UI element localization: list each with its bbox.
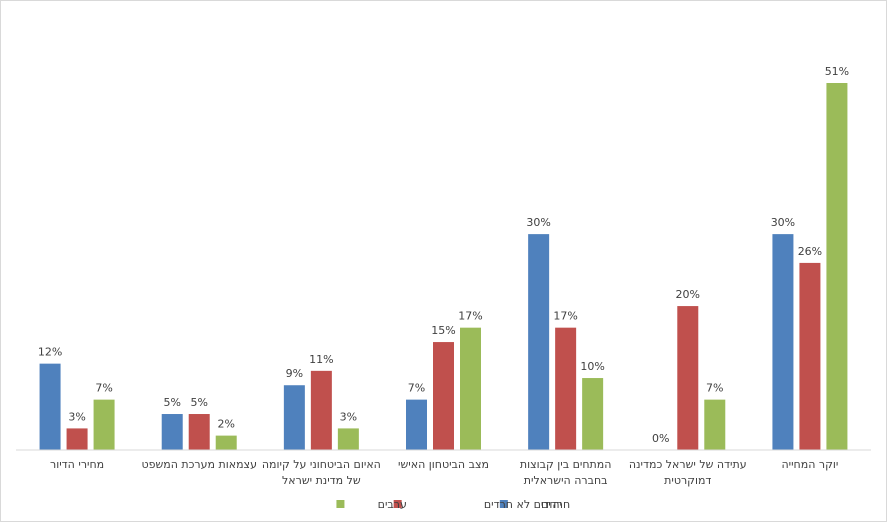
bar (704, 399, 726, 450)
bar (406, 399, 427, 450)
bar (39, 363, 61, 450)
legend-label: חרדים (541, 498, 570, 511)
data-label: 10% (580, 360, 604, 373)
bar (215, 435, 237, 450)
bar (772, 234, 794, 450)
bar (460, 327, 481, 450)
data-label: 30% (526, 216, 550, 229)
bar (677, 306, 699, 450)
legend-swatch (499, 500, 508, 508)
data-label: 17% (458, 310, 482, 323)
data-label: 20% (676, 288, 700, 301)
data-label: 26% (798, 245, 822, 258)
category-label: מצב הביטחון האישי (398, 458, 489, 471)
bar (310, 370, 332, 450)
category-label: בחברה הישראלית (524, 474, 608, 487)
bar (283, 385, 305, 450)
value-labels-group: 30%26%51%0%20%7%30%17%10%7%15%17%9%11%3%… (38, 65, 849, 445)
category-label: דמוקרטית (664, 474, 711, 487)
bar (337, 428, 359, 450)
data-label: 0% (652, 432, 669, 445)
bar (826, 83, 848, 450)
legend-swatch (393, 500, 402, 508)
bar (555, 327, 577, 450)
data-label: 3% (68, 410, 85, 423)
category-label: מחירי הדיור (50, 458, 104, 471)
bar (188, 414, 210, 450)
category-label: יוקר המחייה (781, 458, 838, 471)
category-label: האיום הביטחוני על קיומה (262, 458, 381, 471)
data-label: 7% (706, 382, 723, 395)
data-label: 5% (163, 396, 180, 409)
data-label: 9% (286, 367, 303, 380)
data-label: 17% (553, 310, 577, 323)
data-label: 3% (340, 410, 357, 423)
bar (161, 414, 183, 450)
category-labels-group: יוקר המחייה עתידה של ישראל כמדינה דמוקרטית… (50, 458, 838, 487)
bar (93, 399, 115, 450)
data-label: 30% (771, 216, 795, 229)
bars-group (39, 83, 848, 450)
data-label: 7% (408, 382, 425, 395)
data-label: 5% (190, 396, 207, 409)
category-label: המתחים בין קבוצות (520, 458, 612, 471)
legend-swatch (336, 500, 345, 508)
bar (433, 342, 454, 450)
data-label: 12% (38, 346, 62, 359)
category-label: עתידה של ישראל כמדינה (629, 458, 747, 471)
legend-label: ערבים (378, 498, 407, 511)
bar (799, 262, 821, 450)
category-label: של מדינת ישראל (282, 474, 361, 487)
data-label: 51% (825, 65, 849, 78)
data-label: 2% (217, 418, 234, 431)
bar (528, 234, 550, 450)
data-label: 7% (95, 382, 112, 395)
legend-label: יהודים לא חרדים (484, 498, 562, 511)
category-label: עצמאות מערכת המשפט (141, 458, 257, 471)
data-label: 11% (309, 353, 333, 366)
bar (582, 378, 604, 450)
bar (66, 428, 88, 450)
data-label: 15% (431, 324, 455, 337)
